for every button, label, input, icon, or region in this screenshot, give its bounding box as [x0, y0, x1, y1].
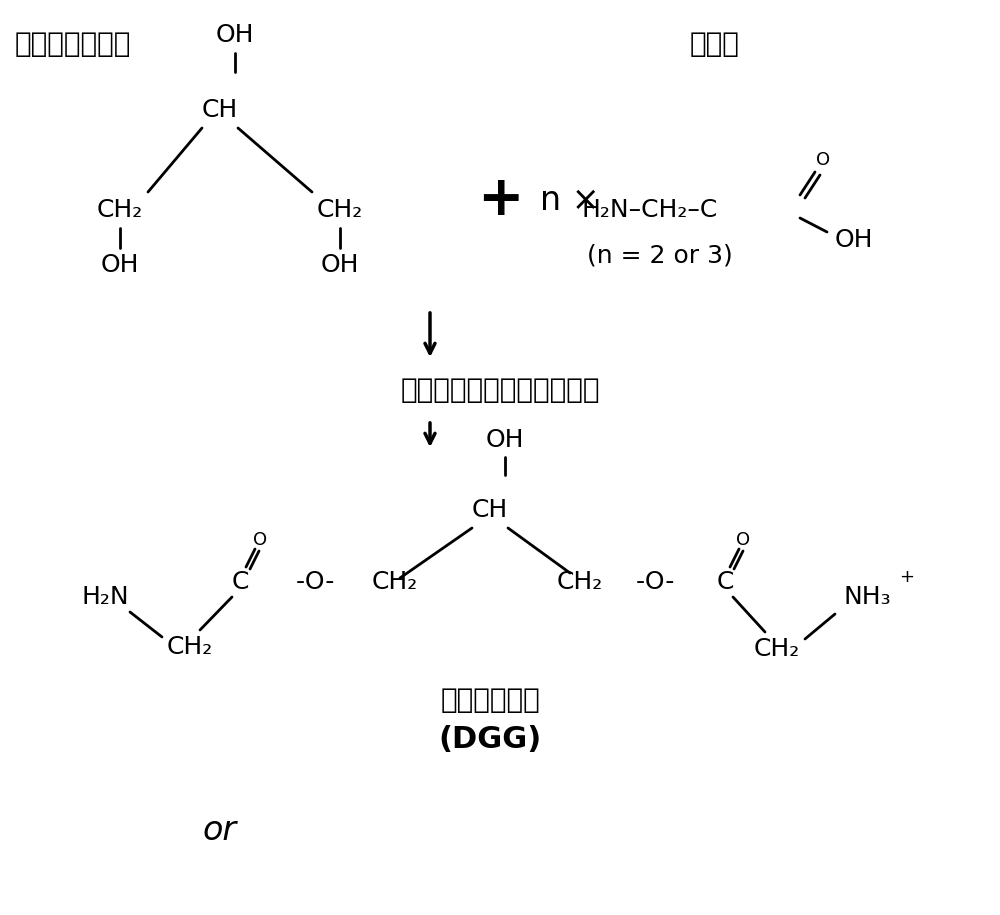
Text: NH₃: NH₃	[843, 585, 891, 609]
Text: 甘油（丙三醇）: 甘油（丙三醇）	[15, 30, 131, 58]
Text: CH₂: CH₂	[557, 570, 603, 594]
Text: CH₂: CH₂	[317, 198, 363, 222]
Text: OH: OH	[835, 228, 874, 252]
Text: CH₂: CH₂	[167, 635, 213, 659]
Text: O: O	[816, 151, 830, 169]
Text: OH: OH	[321, 253, 359, 277]
Text: C: C	[716, 570, 734, 594]
Text: OH: OH	[216, 23, 254, 47]
Text: CH₂: CH₂	[97, 198, 143, 222]
Text: O: O	[253, 531, 267, 549]
Text: O: O	[736, 531, 750, 549]
Text: CH: CH	[202, 98, 238, 122]
Text: (n = 2 or 3): (n = 2 or 3)	[587, 243, 733, 267]
Text: CH₂: CH₂	[372, 570, 418, 594]
Text: 甘胺酸: 甘胺酸	[690, 30, 740, 58]
Text: or: or	[203, 813, 237, 846]
Text: 糖醇（即甘油）的甘胺酸化: 糖醇（即甘油）的甘胺酸化	[400, 376, 600, 404]
Text: +: +	[900, 568, 914, 586]
Text: H₂N–CH₂–C: H₂N–CH₂–C	[582, 198, 718, 222]
Text: (DGG): (DGG)	[438, 726, 542, 755]
Text: OH: OH	[101, 253, 139, 277]
Text: OH: OH	[486, 428, 524, 452]
Text: +: +	[477, 173, 523, 227]
Text: -O-: -O-	[635, 570, 675, 594]
Text: H₂N: H₂N	[81, 585, 129, 609]
Text: CH₂: CH₂	[754, 637, 800, 661]
Text: 双甘胺酰甘油: 双甘胺酰甘油	[440, 686, 540, 714]
Text: n ×: n ×	[540, 184, 600, 217]
Text: C: C	[231, 570, 249, 594]
Text: -O-: -O-	[295, 570, 335, 594]
Text: CH: CH	[472, 498, 508, 522]
